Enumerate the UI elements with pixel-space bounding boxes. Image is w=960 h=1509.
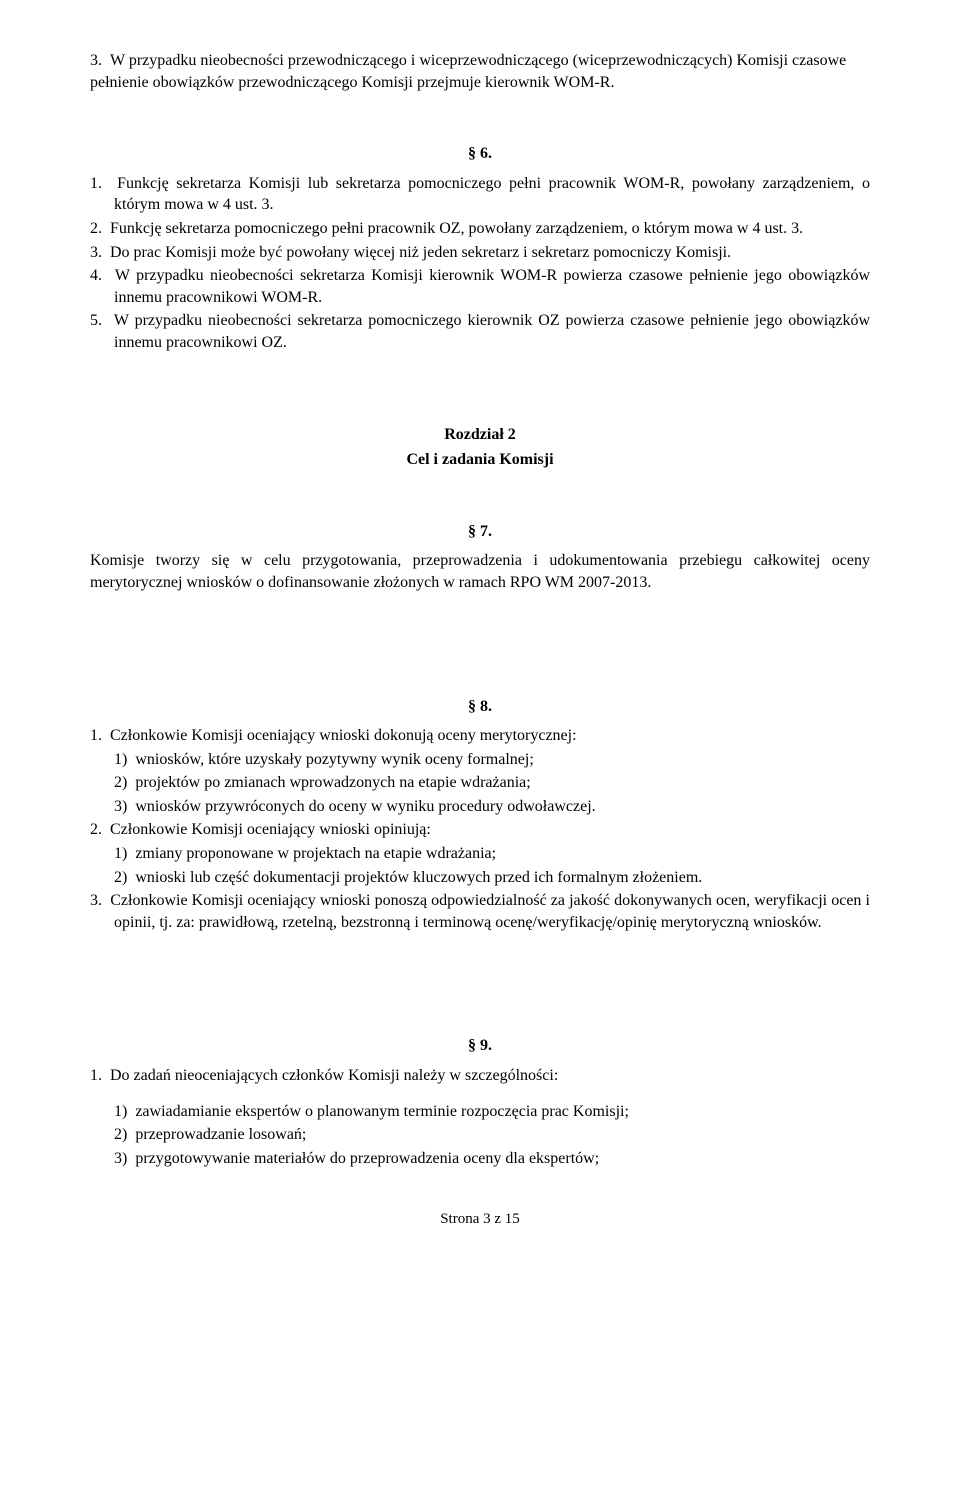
section-8-sub: 2) projektów po zmianach wprowadzonych n…	[90, 772, 870, 794]
section-8-item-2-subs: 1) zmiany proponowane w projektach na et…	[90, 843, 870, 888]
section-9-item-1: 1. Do zadań nieoceniających członków Kom…	[90, 1065, 870, 1087]
section-8-sub: 1) wniosków, które uzyskały pozytywny wy…	[90, 749, 870, 771]
section-8-number: § 8.	[90, 696, 870, 718]
section-6-item: 5. W przypadku nieobecności sekretarza p…	[90, 310, 870, 353]
section-8-list: 1. Członkowie Komisji oceniający wnioski…	[90, 725, 870, 747]
section-6-item: 3. Do prac Komisji może być powołany wię…	[90, 242, 870, 264]
section-6-number: § 6.	[90, 143, 870, 165]
section-7-body: Komisje tworzy się w celu przygotowania,…	[90, 550, 870, 593]
section-8-item-1: 1. Członkowie Komisji oceniający wnioski…	[90, 725, 870, 747]
section-6-item: 2. Funkcję sekretarza pomocniczego pełni…	[90, 218, 870, 240]
section-7-number: § 7.	[90, 521, 870, 543]
chapter-subtitle: Cel i zadania Komisji	[90, 449, 870, 471]
section-8-item-1-subs: 1) wniosków, które uzyskały pozytywny wy…	[90, 749, 870, 818]
section-8-sub: 2) wnioski lub część dokumentacji projek…	[90, 867, 870, 889]
section-6-item: 1. Funkcję sekretarza Komisji lub sekret…	[90, 173, 870, 216]
section-9-item-1-subs: 1) zawiadamianie ekspertów o planowanym …	[90, 1101, 870, 1170]
section-9-list: 1. Do zadań nieoceniających członków Kom…	[90, 1065, 870, 1087]
section-9-sub: 3) przygotowywanie materiałów do przepro…	[90, 1148, 870, 1170]
section-8-item-3: 3. Członkowie Komisji oceniający wnioski…	[90, 890, 870, 933]
section-8-list: 2. Członkowie Komisji oceniający wnioski…	[90, 819, 870, 841]
section-6-list: 1. Funkcję sekretarza Komisji lub sekret…	[90, 173, 870, 354]
section-9-number: § 9.	[90, 1035, 870, 1057]
section-3-item-3: 3. W przypadku nieobecności przewodniczą…	[90, 50, 870, 93]
section-6-item: 4. W przypadku nieobecności sekretarza K…	[90, 265, 870, 308]
chapter-title: Rozdział 2	[90, 424, 870, 446]
section-9-sub: 1) zawiadamianie ekspertów o planowanym …	[90, 1101, 870, 1123]
section-8-sub: 3) wniosków przywróconych do oceny w wyn…	[90, 796, 870, 818]
page-footer: Strona 3 z 15	[90, 1209, 870, 1229]
section-8-item-2: 2. Członkowie Komisji oceniający wnioski…	[90, 819, 870, 841]
section-9-sub: 2) przeprowadzanie losowań;	[90, 1124, 870, 1146]
section-8-sub: 1) zmiany proponowane w projektach na et…	[90, 843, 870, 865]
section-8-list: 3. Członkowie Komisji oceniający wnioski…	[90, 890, 870, 933]
